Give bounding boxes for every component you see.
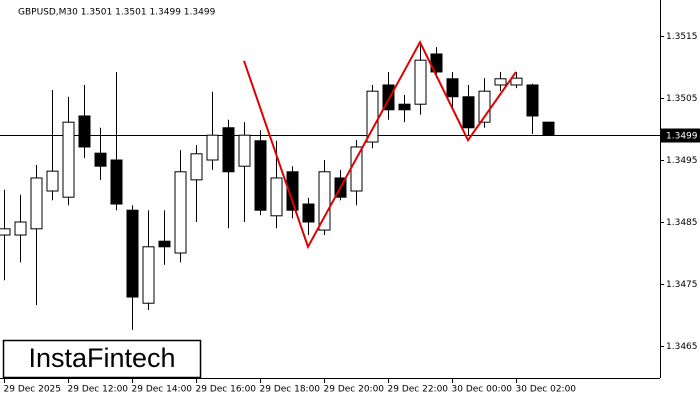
y-tick-label: 1.3505 [666, 94, 698, 104]
logo-box [2, 339, 202, 379]
logo: InstaFintech [28, 343, 175, 373]
candle-body [190, 153, 203, 181]
y-tick-label: 1.3465 [666, 342, 698, 352]
pattern-line [243, 40, 517, 250]
candle-body [126, 209, 139, 298]
y-tick-label: 1.3515 [666, 32, 698, 42]
plot [0, 40, 660, 330]
candle-body [542, 121, 555, 136]
candle-body [526, 84, 539, 117]
candle-body [206, 134, 219, 161]
candle-body [366, 90, 379, 143]
candle-body [510, 77, 523, 86]
candle-body [94, 152, 107, 167]
candle-body [142, 246, 155, 304]
candle-body [350, 146, 363, 192]
candle-body [0, 228, 11, 236]
x-tick-label: 30 Dec 00:00 [452, 385, 513, 395]
x-tick-label: 29 Dec 20:00 [324, 385, 385, 395]
candle-body [414, 59, 427, 105]
x-tick-label: 29 Dec 12:00 [68, 385, 129, 395]
candle-body [446, 78, 459, 98]
candle-body [254, 140, 267, 211]
y-tick-label: 1.3485 [666, 218, 698, 228]
candle-body [30, 177, 43, 230]
x-tick-label: 29 Dec 16:00 [196, 385, 257, 395]
candle-body [270, 177, 283, 217]
candle-body [158, 240, 171, 248]
candle-body [318, 171, 331, 231]
y-tick-label: 1.3495 [666, 156, 698, 166]
x-tick-label: 30 Dec 02:00 [516, 385, 577, 395]
candle-body [110, 159, 123, 205]
x-tick-label: 29 Dec 18:00 [260, 385, 321, 395]
chart-title: GBPUSD,M30 1.3501 1.3501 1.3499 1.3499 [18, 8, 216, 18]
candle-body [222, 127, 235, 173]
x-tick-label: 29 Dec 22:00 [388, 385, 449, 395]
x-tick-label: 29 Dec 2025 [4, 385, 62, 395]
last-price-box [661, 128, 700, 143]
candle-body [494, 78, 507, 86]
candle-body [462, 96, 475, 129]
candle-body [286, 171, 299, 211]
candle-body [238, 134, 251, 167]
candle-body [46, 170, 59, 192]
candle-body [62, 121, 75, 198]
candle-body [478, 90, 491, 123]
candle-body [398, 103, 411, 111]
candle-body [78, 115, 91, 148]
y-tick-label: 1.3475 [666, 280, 698, 290]
candle-body [302, 203, 315, 223]
candle-body [382, 84, 395, 111]
candle-body [14, 221, 27, 236]
x-tick-label: 29 Dec 14:00 [132, 385, 193, 395]
last-price-label: 1.3499 [666, 132, 698, 142]
candle-body [174, 171, 187, 254]
